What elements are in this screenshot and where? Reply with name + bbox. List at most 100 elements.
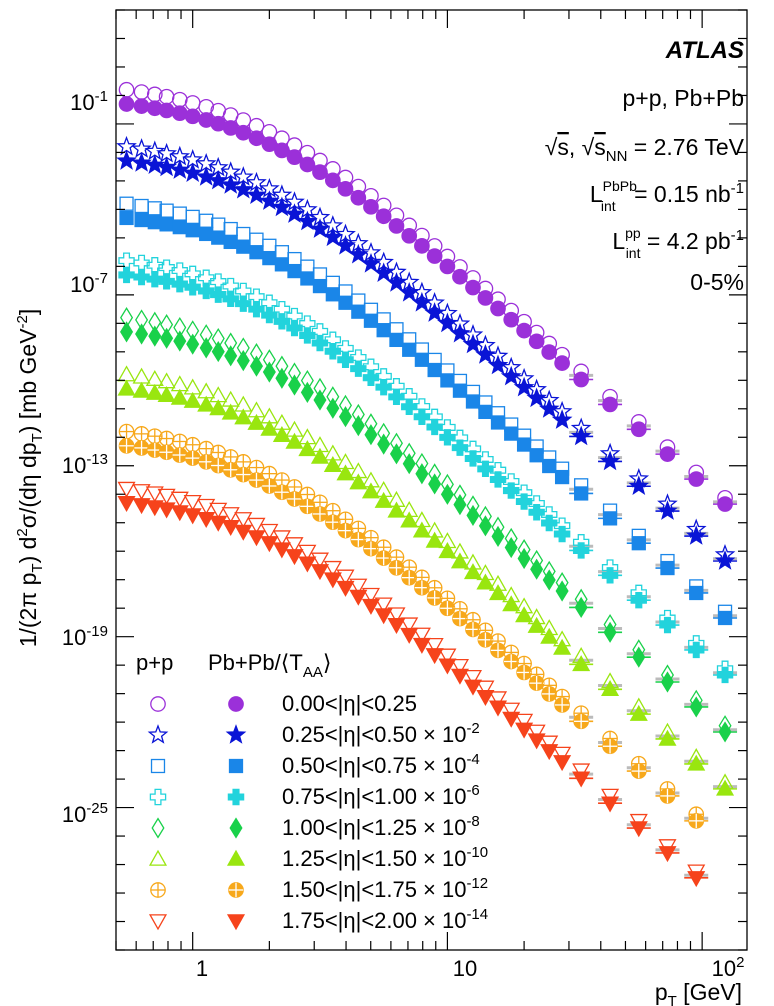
plot-frame <box>115 9 748 951</box>
pbpb-point <box>438 542 457 559</box>
pbpb-point <box>412 637 431 654</box>
pbpb-point <box>502 595 521 612</box>
lumi-pp-label: Lpp int = 4.2 pb-1 <box>612 225 744 261</box>
pp-point <box>400 617 419 634</box>
pp-point <box>361 587 380 604</box>
pbpb-point <box>440 483 454 505</box>
pbpb-point <box>502 482 520 499</box>
pbpb-point <box>171 275 188 293</box>
pbpb-point <box>603 621 617 643</box>
pbpb-point <box>601 680 620 697</box>
y-axis-title: 1/(2π pT) d2σ/(dη dpT) [mb GeV-2] <box>14 309 46 648</box>
pbpb-point <box>553 755 572 772</box>
pbpb-point <box>400 627 419 644</box>
pbpb-point <box>466 504 480 527</box>
pbpb-point <box>232 178 254 199</box>
pp-point <box>540 735 559 752</box>
pbpb-point <box>120 321 134 343</box>
pp-point <box>183 494 202 511</box>
pp-point <box>211 217 226 232</box>
pbpb-point <box>540 744 559 761</box>
pp-point <box>274 245 290 260</box>
pbpb-point <box>260 536 279 553</box>
pp-point <box>209 502 228 519</box>
atlas-label: ATLAS <box>665 37 744 64</box>
pp-point <box>159 203 174 218</box>
pbpb-point <box>209 399 228 416</box>
pbpb-point <box>377 433 391 455</box>
legend-entry-label: 0.00<|η|<0.25 <box>282 691 417 716</box>
pbpb-point <box>660 560 675 576</box>
pbpb-point <box>199 337 213 359</box>
pbpb-point <box>247 413 266 430</box>
pbpb-point <box>300 271 315 286</box>
pbpb-point <box>450 668 469 685</box>
series-6 <box>118 423 709 829</box>
x-tick-label-100: 102 <box>712 954 745 981</box>
pp-point <box>572 763 591 780</box>
pbpb-point <box>236 239 251 254</box>
pbpb-point <box>209 515 228 532</box>
pbpb-point <box>601 567 619 584</box>
pp-point <box>601 788 620 805</box>
series-3 <box>118 252 738 684</box>
legend-markers <box>147 696 247 931</box>
pbpb-point <box>133 98 150 114</box>
pbpb-point <box>478 515 492 537</box>
pbpb-point <box>438 658 457 675</box>
legend-pp-marker <box>148 849 168 866</box>
pbpb-point <box>259 190 280 210</box>
pbpb-point <box>491 525 505 548</box>
legend-pp-marker <box>148 914 168 931</box>
pbpb-point <box>488 700 508 717</box>
pbpb-point <box>364 424 378 446</box>
legend-entry-label: 0.25<|η|<0.50 × 10-2 <box>282 720 480 747</box>
pbpb-point <box>412 521 431 538</box>
pbpb-point <box>515 722 534 739</box>
systems-label: p+p, Pb+Pb <box>623 85 745 111</box>
pbpb-point <box>336 464 355 481</box>
pbpb-point <box>628 475 650 496</box>
pbpb-point <box>324 172 341 189</box>
pbpb-point <box>271 196 293 217</box>
pbpb-point <box>147 215 162 230</box>
pbpb-point <box>463 563 483 580</box>
pbpb-point <box>426 248 443 264</box>
pp-point <box>117 365 136 382</box>
pbpb-point <box>285 549 304 566</box>
pp-point <box>236 226 251 242</box>
pbpb-point <box>451 439 469 456</box>
pbpb-point <box>689 696 703 718</box>
pbpb-point <box>527 733 546 750</box>
pbpb-point <box>657 500 678 520</box>
pbpb-point <box>170 388 189 405</box>
pbpb-point <box>158 102 175 119</box>
pbpb-point <box>246 184 267 205</box>
pbpb-point <box>660 671 675 693</box>
pbpb-point <box>224 345 238 367</box>
pbpb-point <box>337 180 354 197</box>
pbpb-point <box>261 306 278 324</box>
pbpb-point <box>350 189 367 206</box>
pbpb-point <box>504 426 519 441</box>
pbpb-point <box>220 174 242 194</box>
series-4 <box>120 307 738 743</box>
pbpb-point <box>249 355 263 377</box>
pp-point <box>425 637 444 654</box>
pp-point <box>221 507 240 524</box>
pbpb-point <box>718 721 732 743</box>
pbpb-point <box>658 729 677 746</box>
x-tick-label-10: 10 <box>453 956 477 981</box>
pbpb-point <box>349 589 368 606</box>
pbpb-point <box>553 525 571 543</box>
pbpb-point <box>235 124 252 141</box>
pbpb-point <box>687 871 706 888</box>
pbpb-point <box>629 704 648 721</box>
pbpb-point <box>452 268 468 285</box>
pbpb-point <box>132 381 151 398</box>
pbpb-point <box>184 278 201 296</box>
pbpb-point <box>325 287 340 302</box>
pbpb-point <box>500 365 522 386</box>
pbpb-point <box>132 498 151 515</box>
